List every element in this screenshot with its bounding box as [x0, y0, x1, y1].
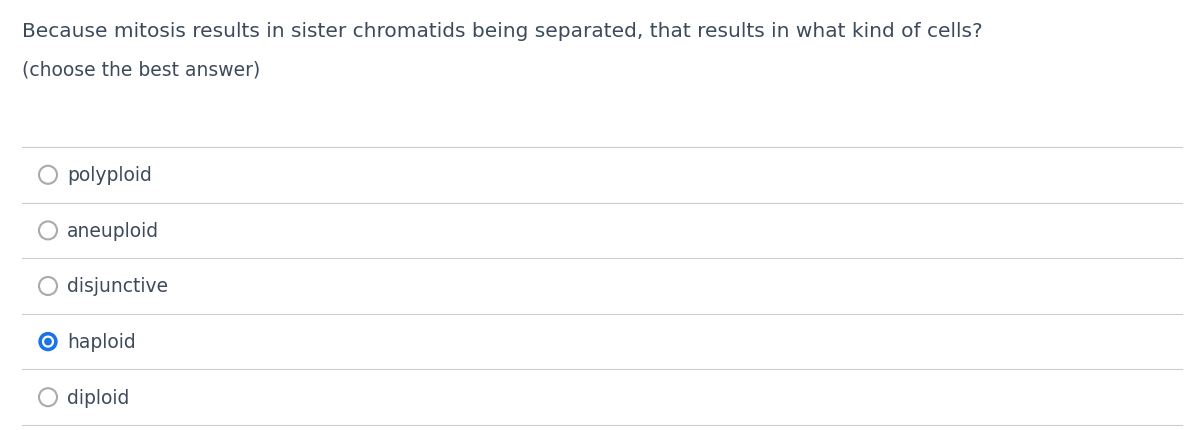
Text: aneuploid: aneuploid: [67, 221, 160, 240]
Text: polyploid: polyploid: [67, 166, 152, 185]
Circle shape: [38, 333, 58, 351]
Text: diploid: diploid: [67, 388, 130, 407]
Circle shape: [44, 339, 52, 345]
Text: (choose the best answer): (choose the best answer): [22, 60, 260, 79]
Circle shape: [43, 336, 54, 347]
Text: disjunctive: disjunctive: [67, 277, 168, 296]
Text: Because mitosis results in sister chromatids being separated, that results in wh: Because mitosis results in sister chroma…: [22, 22, 983, 41]
Text: haploid: haploid: [67, 332, 136, 351]
